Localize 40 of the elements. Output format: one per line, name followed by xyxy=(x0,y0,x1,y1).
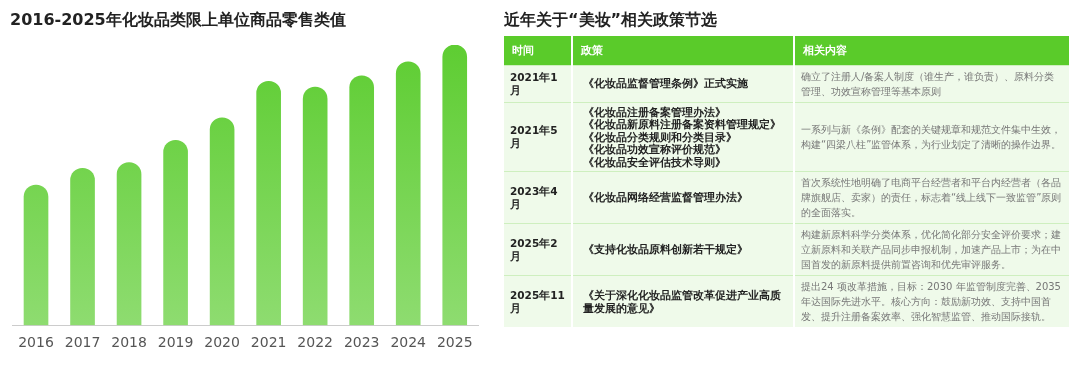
x-tick-label: 2020 xyxy=(204,334,240,351)
bar xyxy=(442,45,468,326)
text: 2023年4月 xyxy=(504,171,572,224)
bar xyxy=(163,139,188,326)
text: 一系列与新《条例》配套的关键规章和规范文件集中生效，构建“四梁八柱”监管体系，为行业划定了清晰的操作边界。 xyxy=(794,102,1070,172)
bar xyxy=(70,167,95,326)
x-tick-label: 2021 xyxy=(250,334,287,351)
text: 《支持化妆品原料创新若干规定》 xyxy=(583,243,749,256)
category-label: 时间 xyxy=(504,36,572,65)
text: 《化妆品注册备案管理办法》《化妆品新原料注册备案资料管理规定》《化妆品分类规则和分类目录》《化妆品功效宣称评价规范》《化妆品安全评估技术导则》 xyxy=(583,105,782,168)
text: 《关于深化化妆品监管改革促进产业高质量发展的意见》 xyxy=(583,289,782,314)
text: 确立了注册人/备案人制度（谁生产，谁负责）、原料分类管理、功效宣称管理等基本原则 xyxy=(794,65,1070,102)
x-tick-label: 2016 xyxy=(18,334,54,351)
category-label: 政策 xyxy=(572,36,794,65)
text: 2021年5月 xyxy=(504,102,572,172)
bar xyxy=(256,81,281,326)
x-tick-label: 2024 xyxy=(390,334,427,351)
x-tick-label: 2019 xyxy=(157,334,194,351)
text: 2025年2月 xyxy=(504,223,572,276)
category-label: 相关内容 xyxy=(794,36,1070,65)
text: 构建新原料科学分类体系，优化简化部分安全评价要求；建立新原料和关联产品同步申报机制，加速产品上市；为在中国首发的新原料提供前置咨询和优先审评服务。 xyxy=(794,223,1070,276)
text: 首次系统性地明确了电商平台经营者和平台内经营者（各品牌旗舰店、卖家）的责任，标志着“线上线下一致监管”原则的全面落实。 xyxy=(794,171,1070,224)
bar xyxy=(209,117,235,326)
text: 提出24 项改革措施，目标：2030 年监管制度完善、2035 年达国际先进水平。核心方向：鼓励新功效、支持中国首发、提升注册备案效率、强化智慧监管、推动国际接轨。 xyxy=(794,275,1070,327)
x-tick-label: 2018 xyxy=(111,334,147,351)
text: 《化妆品监督管理条例》正式实施 xyxy=(583,77,749,90)
bar xyxy=(23,184,49,326)
chart-title: 2016-2025年化妆品类限上单位商品零售类值 xyxy=(10,10,347,31)
text: 2021年1月 xyxy=(504,65,572,102)
x-tick-label: 2017 xyxy=(64,334,101,351)
bar xyxy=(116,162,142,326)
text: 2025年11月 xyxy=(504,275,572,327)
bar xyxy=(395,61,421,326)
x-tick-label: 2025 xyxy=(436,334,473,351)
text: 近年关于“美妆”相关政策节选 xyxy=(504,10,719,31)
bar xyxy=(302,86,328,326)
x-tick-label: 2022 xyxy=(297,334,333,351)
x-tick-label: 2023 xyxy=(343,334,380,351)
bar xyxy=(349,75,375,326)
text: 《化妆品网络经营监督管理办法》 xyxy=(583,191,749,204)
